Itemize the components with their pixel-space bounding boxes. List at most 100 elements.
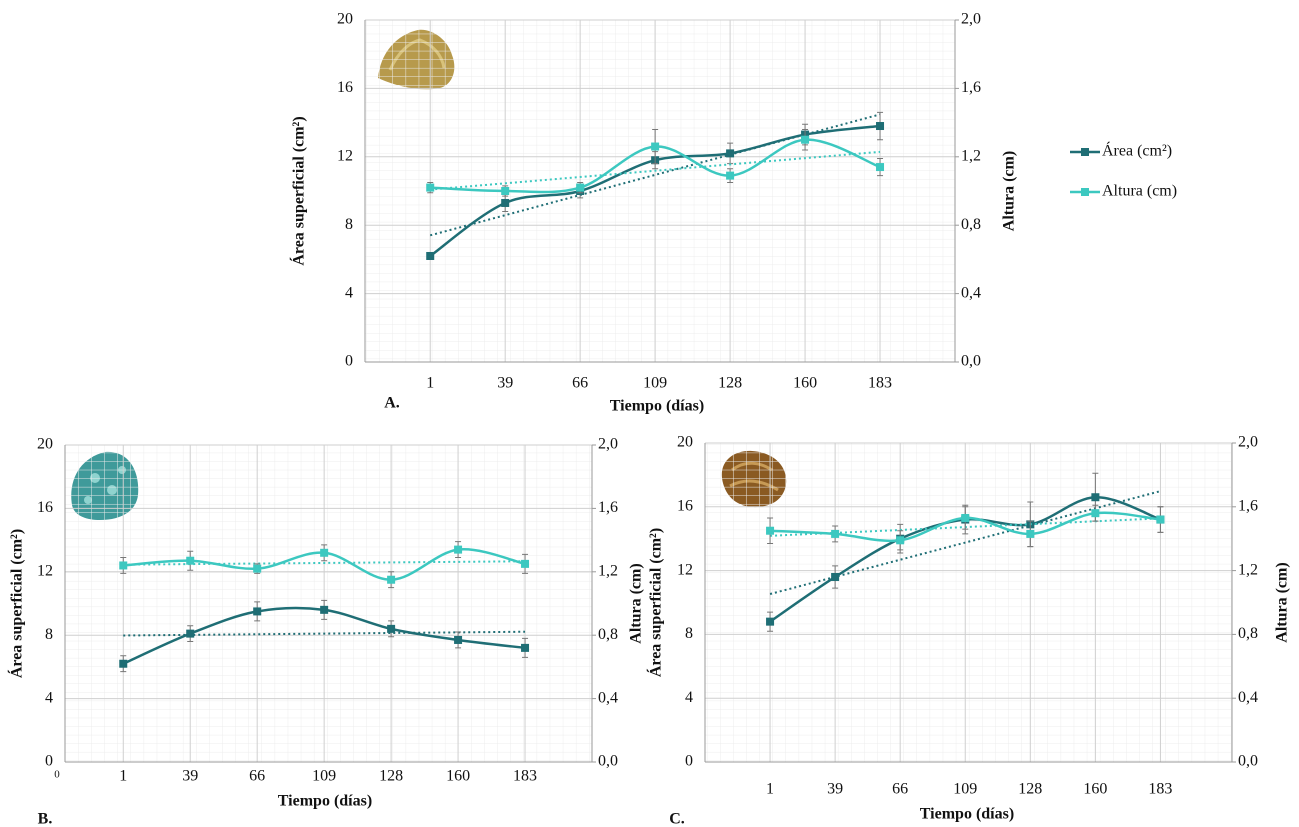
marker (801, 135, 810, 144)
y2-tick-label: 1,6 (1238, 497, 1258, 514)
y2-tick-label: 2,0 (1238, 434, 1258, 451)
marker (1026, 529, 1035, 538)
y-tick-label: 12 (37, 562, 53, 579)
marker (253, 607, 262, 616)
y2-tick-label: 2,0 (961, 11, 981, 28)
y2-tick-label: 0,0 (598, 753, 618, 770)
y2-tick-label: 0,4 (1238, 689, 1258, 706)
chart-panel: 0 4 8 12 16 20 0,0 0,4 0,8 1,2 1,6 2,0 1 39 66 109 128 16… (7, 436, 645, 827)
y2-tick-label: 2,0 (598, 436, 618, 453)
x-axis-title: Tiempo (días) (278, 793, 372, 810)
y-tick-label: 0 (685, 753, 693, 770)
minor-grid (365, 20, 955, 362)
y-tick-label: 12 (677, 561, 693, 578)
marker (454, 635, 463, 644)
x-tick-label: 128 (379, 768, 403, 785)
marker (186, 629, 195, 638)
marker (320, 548, 329, 557)
y2-tick-label: 1,2 (598, 562, 618, 579)
x-tick-label: 66 (892, 781, 908, 798)
marker (831, 529, 840, 538)
y-tick-label: 0 (45, 753, 53, 770)
marker (186, 556, 195, 565)
x-tick-label: 128 (1018, 781, 1042, 798)
y-tick-label: 0 (345, 353, 353, 370)
y-tick-label: 16 (337, 79, 353, 96)
panel-label: A. (384, 395, 400, 412)
marker (426, 251, 435, 260)
y-tick-label: 16 (677, 497, 693, 514)
y2-tick-label: 0,8 (961, 216, 981, 233)
x-axis-title: Tiempo (días) (610, 398, 704, 415)
x-tick-label: 1 (119, 768, 127, 785)
marker (876, 122, 885, 131)
marker (501, 198, 510, 207)
marker (651, 142, 660, 151)
x-tick-label: 183 (868, 375, 892, 392)
legend-marker (1081, 148, 1089, 156)
y-tick-label: 8 (45, 626, 53, 643)
y-tick-label: 12 (337, 147, 353, 164)
marker (521, 559, 530, 568)
y-tick-label: 4 (685, 689, 693, 706)
x-tick-label: 183 (1148, 781, 1172, 798)
marker (119, 659, 128, 668)
x-tick-label: 66 (572, 375, 588, 392)
y2-tick-label: 0,4 (961, 284, 981, 301)
y-tick-label: 8 (345, 216, 353, 233)
x-tick-label: 109 (643, 375, 667, 392)
marker (876, 163, 885, 172)
y2-tick-label: 0,8 (598, 626, 618, 643)
origin-label: 0 (54, 769, 60, 781)
marker (253, 564, 262, 573)
y2-axis-title: Altura (cm) (628, 563, 645, 643)
x-tick-label: 160 (446, 768, 470, 785)
x-tick-label: 39 (497, 375, 513, 392)
y2-tick-label: 1,6 (598, 499, 618, 516)
marker (521, 643, 530, 652)
y2-tick-label: 0,0 (1238, 753, 1258, 770)
marker (454, 545, 463, 554)
minor-grid (705, 443, 1232, 762)
marker (726, 149, 735, 158)
minor-grid (65, 445, 592, 762)
y2-tick-label: 1,2 (961, 147, 981, 164)
marker (831, 572, 840, 581)
x-tick-label: 66 (249, 768, 265, 785)
marker (387, 575, 396, 584)
x-tick-label: 109 (312, 768, 336, 785)
x-tick-label: 1 (426, 375, 434, 392)
y-tick-label: 20 (677, 434, 693, 451)
y2-tick-label: 0,0 (961, 353, 981, 370)
y2-tick-label: 0,8 (1238, 625, 1258, 642)
marker (119, 561, 128, 570)
marker (726, 171, 735, 180)
y-tick-label: 4 (45, 689, 53, 706)
y2-tick-label: 1,6 (961, 79, 981, 96)
legend-marker (1081, 188, 1089, 196)
x-tick-label: 160 (1083, 781, 1107, 798)
legend-label: Área (cm²) (1102, 141, 1172, 160)
y-tick-label: 20 (337, 11, 353, 28)
x-tick-label: 160 (793, 375, 817, 392)
x-tick-label: 1 (766, 781, 774, 798)
y-tick-label: 20 (37, 436, 53, 453)
marker (1156, 515, 1165, 524)
x-axis-title: Tiempo (días) (920, 806, 1014, 823)
marker (320, 605, 329, 614)
marker (576, 183, 585, 192)
x-tick-label: 109 (953, 781, 977, 798)
y2-axis-title: Altura (cm) (1001, 151, 1018, 231)
y2-axis-title: Altura (cm) (1274, 562, 1291, 642)
marker (766, 526, 775, 535)
marker (1091, 493, 1100, 502)
y-tick-label: 8 (685, 625, 693, 642)
marker (501, 187, 510, 195)
y-axis-title: Área superficial (cm²) (646, 528, 665, 677)
marker (1091, 509, 1100, 518)
marker (961, 513, 970, 522)
panel-label: C. (669, 811, 685, 827)
x-tick-label: 183 (513, 768, 537, 785)
x-tick-label: 128 (718, 375, 742, 392)
